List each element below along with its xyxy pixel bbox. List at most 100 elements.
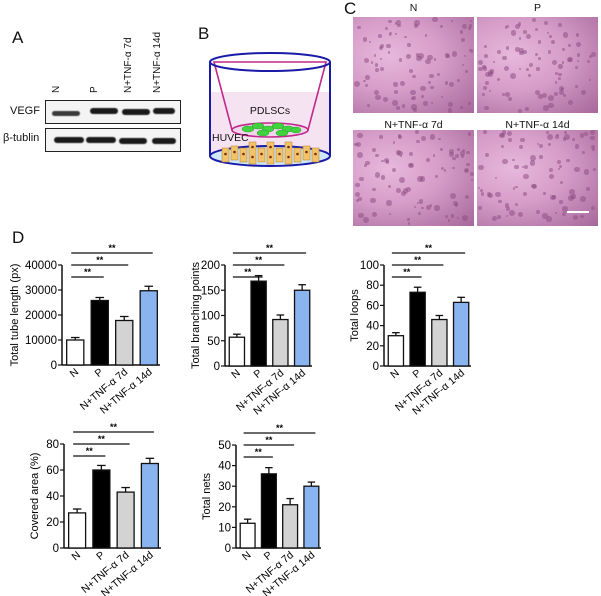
cell-speck bbox=[531, 18, 536, 23]
cell-speck bbox=[480, 192, 485, 196]
cell-speck bbox=[456, 216, 460, 220]
cell-speck bbox=[408, 162, 414, 169]
cell-speck bbox=[448, 81, 455, 88]
cell-speck bbox=[546, 133, 553, 140]
cell-speck bbox=[580, 195, 586, 202]
cell-speck bbox=[497, 49, 502, 54]
bar bbox=[115, 319, 134, 366]
cell-speck bbox=[480, 189, 484, 193]
cell-speck bbox=[547, 32, 550, 35]
cell-speck bbox=[432, 154, 435, 157]
significance-label: ** bbox=[414, 255, 422, 265]
y-tick-label: 0 bbox=[225, 543, 231, 555]
cell-speck bbox=[414, 20, 420, 26]
y-axis-label: Total tube length (px) bbox=[9, 264, 21, 367]
cell-speck bbox=[519, 145, 524, 150]
cell-speck bbox=[426, 204, 432, 210]
cell-speck bbox=[523, 173, 529, 180]
cell-speck bbox=[389, 33, 392, 36]
cell-speck bbox=[590, 144, 596, 150]
cell-speck bbox=[357, 25, 361, 29]
cell-speck bbox=[414, 130, 419, 135]
bar bbox=[139, 290, 158, 366]
cell-speck bbox=[451, 20, 454, 23]
cell-speck bbox=[440, 95, 443, 98]
micrograph-title-p: P bbox=[533, 2, 541, 14]
cell-speck bbox=[365, 75, 370, 80]
cell-speck bbox=[574, 144, 580, 149]
cell-speck bbox=[408, 222, 411, 225]
band bbox=[153, 108, 175, 114]
transwell-diagram: PDLSCs HUVEC bbox=[209, 52, 331, 167]
cell-speck bbox=[576, 60, 580, 63]
cell-speck bbox=[500, 132, 505, 137]
cell-speck bbox=[367, 104, 371, 107]
cell-speck bbox=[567, 57, 573, 63]
cell-speck bbox=[568, 189, 575, 196]
cell-speck bbox=[515, 202, 519, 206]
bar bbox=[409, 291, 426, 367]
row-label-vegf: VEGF bbox=[10, 105, 40, 117]
cell-speck bbox=[357, 196, 363, 202]
cell-speck bbox=[412, 96, 416, 100]
y-axis-label: Total loops bbox=[349, 289, 361, 342]
x-tick-label: N bbox=[388, 367, 402, 381]
x-tick-label: N bbox=[240, 549, 254, 563]
cell-speck bbox=[510, 73, 516, 79]
cell-speck bbox=[441, 166, 445, 171]
cell-speck bbox=[500, 144, 504, 148]
cell-speck bbox=[477, 205, 483, 210]
cell-speck bbox=[393, 141, 396, 144]
cell-speck bbox=[579, 214, 584, 219]
y-tick-label: 20 bbox=[218, 502, 231, 514]
cell-speck bbox=[460, 38, 466, 43]
cell-speck bbox=[576, 42, 582, 48]
y-tick-label: 40000 bbox=[25, 260, 57, 272]
cell-speck bbox=[388, 185, 392, 189]
cell-speck bbox=[384, 27, 389, 31]
cell-speck bbox=[525, 106, 529, 111]
bar bbox=[452, 301, 470, 367]
cell-speck bbox=[502, 93, 506, 97]
cell-speck bbox=[405, 187, 411, 192]
cell-speck bbox=[365, 160, 370, 165]
cell-speck bbox=[554, 135, 560, 140]
cell-speck bbox=[574, 65, 579, 70]
cell-speck bbox=[514, 164, 519, 170]
panel-letter-c: C bbox=[344, 0, 357, 18]
pdlsc-label: PDLSCs bbox=[250, 105, 290, 117]
cell-speck bbox=[484, 54, 488, 59]
cell-speck bbox=[380, 57, 383, 60]
cell-speck bbox=[407, 43, 411, 47]
cell-speck bbox=[467, 132, 472, 136]
cell-speck bbox=[536, 143, 540, 146]
cell-speck bbox=[541, 93, 547, 99]
cell-speck bbox=[362, 37, 368, 43]
cell-speck bbox=[421, 94, 424, 98]
cell-speck bbox=[517, 108, 522, 113]
cell-speck bbox=[430, 85, 434, 90]
cell-speck bbox=[523, 49, 527, 54]
cell-speck bbox=[387, 51, 391, 54]
bar bbox=[90, 299, 109, 366]
cell-speck bbox=[424, 34, 428, 37]
band bbox=[122, 109, 150, 115]
cell-speck bbox=[466, 150, 470, 154]
cell-speck bbox=[547, 95, 554, 102]
cell-speck bbox=[378, 34, 382, 38]
y-tick-label: 20 bbox=[46, 517, 59, 529]
cell-speck bbox=[460, 154, 464, 158]
vegf-blot bbox=[45, 100, 181, 124]
significance-label: ** bbox=[255, 447, 263, 457]
cell-speck bbox=[519, 50, 524, 56]
cell-speck bbox=[392, 167, 397, 172]
y-axis-label: Total branching points bbox=[190, 261, 202, 369]
cell-speck bbox=[357, 151, 364, 158]
cell-speck bbox=[461, 23, 468, 30]
cell-speck bbox=[429, 204, 433, 207]
cell-speck bbox=[370, 61, 374, 64]
cell-speck bbox=[477, 186, 480, 190]
cell-speck bbox=[557, 63, 563, 69]
x-tick-label: P bbox=[262, 549, 275, 563]
cell-speck bbox=[469, 48, 474, 53]
